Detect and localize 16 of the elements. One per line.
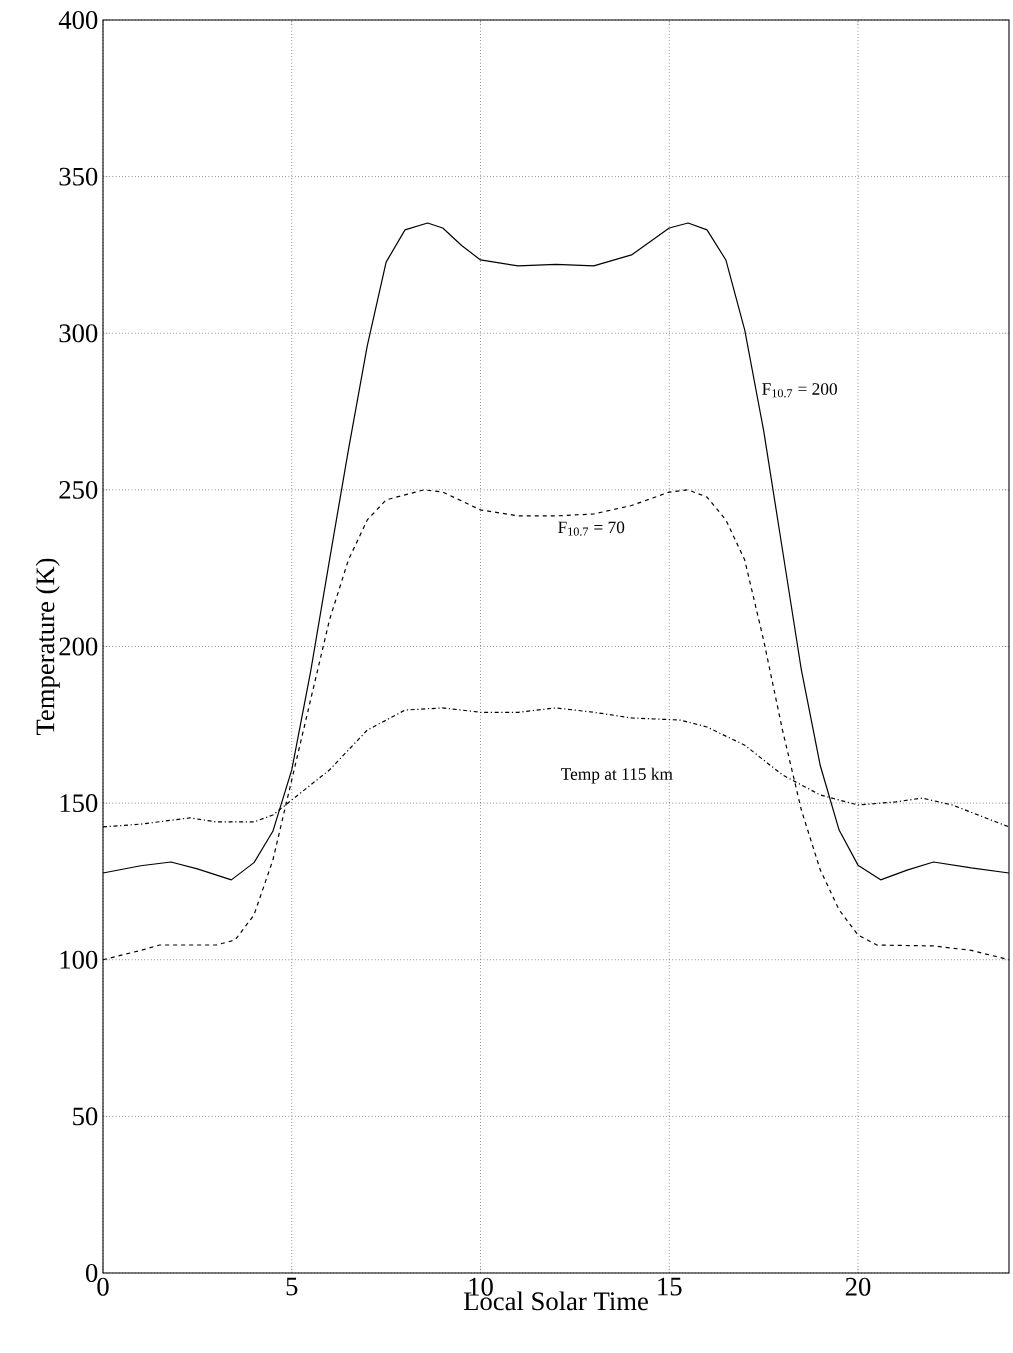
y-tick-label: 150 [60,794,98,813]
y-tick-label: 250 [59,480,98,499]
y-tick-label: 200 [59,637,98,656]
annotation: F$_{10.7}$ = 200 [762,383,837,398]
y-tick-label: 300 [59,324,98,343]
y-tick-label: 100 [60,950,98,969]
y-axis-title: Temperature (K) [35,558,60,736]
x-tick-label: 15 [658,1277,682,1296]
x-tick-label: 5 [286,1277,298,1296]
annotation: F$_{10.7}$ = 70 [558,521,625,536]
y-tick-label: 0 [85,1264,98,1282]
annotation: Temp at 115 km [561,767,673,784]
y-tick-label: 400 [58,11,98,29]
x-tick-label: 20 [845,1277,871,1296]
y-tick-label: 350 [59,167,98,186]
y-tick-label: 50 [73,1107,98,1126]
